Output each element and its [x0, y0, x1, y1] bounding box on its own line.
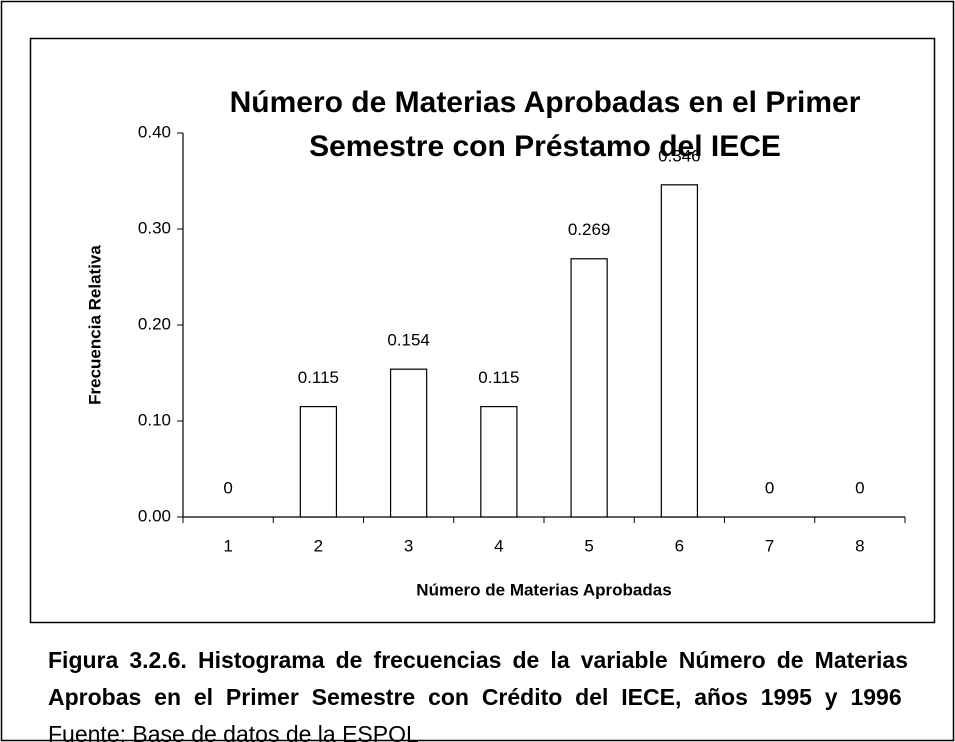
data-label: 0 [223, 478, 232, 497]
x-axis-label: Número de Materias Aprobadas [416, 580, 671, 599]
y-tick-label: 0.10 [138, 410, 171, 429]
bar [389, 368, 428, 518]
x-tick-label: 1 [223, 536, 232, 555]
data-label: 0.346 [658, 146, 701, 165]
data-label: 0.269 [568, 220, 611, 239]
y-tick-label: 0.40 [138, 122, 171, 141]
x-tick-label: 8 [855, 536, 864, 555]
x-tick-label: 4 [494, 536, 503, 555]
x-tick-label: 7 [765, 536, 774, 555]
x-tick-label: 6 [675, 536, 684, 555]
data-label: 0.115 [478, 368, 519, 387]
bar [299, 406, 338, 518]
bar [570, 258, 608, 518]
data-label: 0 [855, 478, 864, 497]
y-tick-label: 0.30 [138, 218, 171, 237]
data-label: 0 [765, 478, 774, 497]
data-label: 0.115 [298, 368, 339, 387]
caption: Figura 3.2.6. Histograma de frecuencias … [48, 642, 908, 742]
caption-text: Figura 3.2.6. Histograma de frecuencias … [48, 647, 908, 710]
y-axis-label: Frecuencia Relativa [85, 245, 104, 405]
chart-frame [29, 37, 936, 624]
chart-title: Semestre con Préstamo del IECE [309, 130, 781, 163]
x-tick-label: 2 [314, 536, 323, 555]
data-label: 0.154 [387, 331, 430, 350]
y-tick-label: 0.00 [138, 506, 171, 525]
chart-title: Número de Materias Aprobadas en el Prime… [230, 86, 861, 119]
bar [660, 184, 699, 518]
y-tick-label: 0.20 [138, 314, 171, 333]
caption-source: Fuente: Base de datos de la ESPOL [48, 721, 419, 742]
x-tick-label: 3 [404, 536, 413, 555]
bar [480, 406, 518, 518]
x-tick-label: 5 [584, 536, 593, 555]
